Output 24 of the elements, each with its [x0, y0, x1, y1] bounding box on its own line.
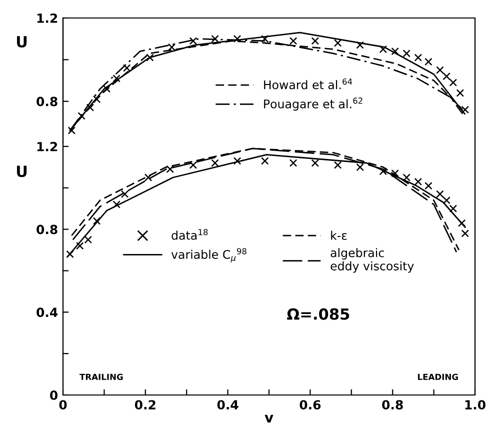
- legend-label: variable C$_{μ}$$^{98}$: [171, 248, 246, 262]
- y-axis-title: U: [17, 36, 27, 48]
- annotation: Ω=.085: [287, 308, 350, 320]
- y-tick-label: 1.2: [37, 13, 58, 23]
- y-tick-label: 0.8: [36, 96, 58, 106]
- x-axis-title: v: [264, 414, 274, 423]
- y-tick-label: 0: [50, 390, 58, 400]
- x-tick-label: 0.6: [300, 400, 321, 410]
- annotation: LEADING: [418, 374, 458, 380]
- y-tick-label: 1.2: [37, 142, 58, 152]
- legend-label: algebraic eddy viscosity: [330, 248, 414, 273]
- x-tick-label: 0.4: [217, 400, 238, 410]
- x-tick-label: 1.0: [465, 400, 486, 410]
- legend-label: Pouagare et al.$^{62}$: [264, 98, 362, 111]
- legend-label: k-ε: [331, 230, 347, 240]
- annotation: TRAILING: [80, 374, 123, 380]
- legend-label: data$^{18}$: [172, 228, 208, 240]
- x-tick-label: 0.8: [382, 400, 403, 410]
- y-axis-title: U: [17, 166, 27, 178]
- x-tick-label: 0: [59, 400, 67, 410]
- y-tick-label: 0.8: [36, 224, 58, 234]
- legend-label: Howard et al.$^{64}$: [264, 78, 352, 90]
- x-tick-label: 0.2: [134, 400, 156, 410]
- y-tick-label: 0.4: [36, 308, 58, 318]
